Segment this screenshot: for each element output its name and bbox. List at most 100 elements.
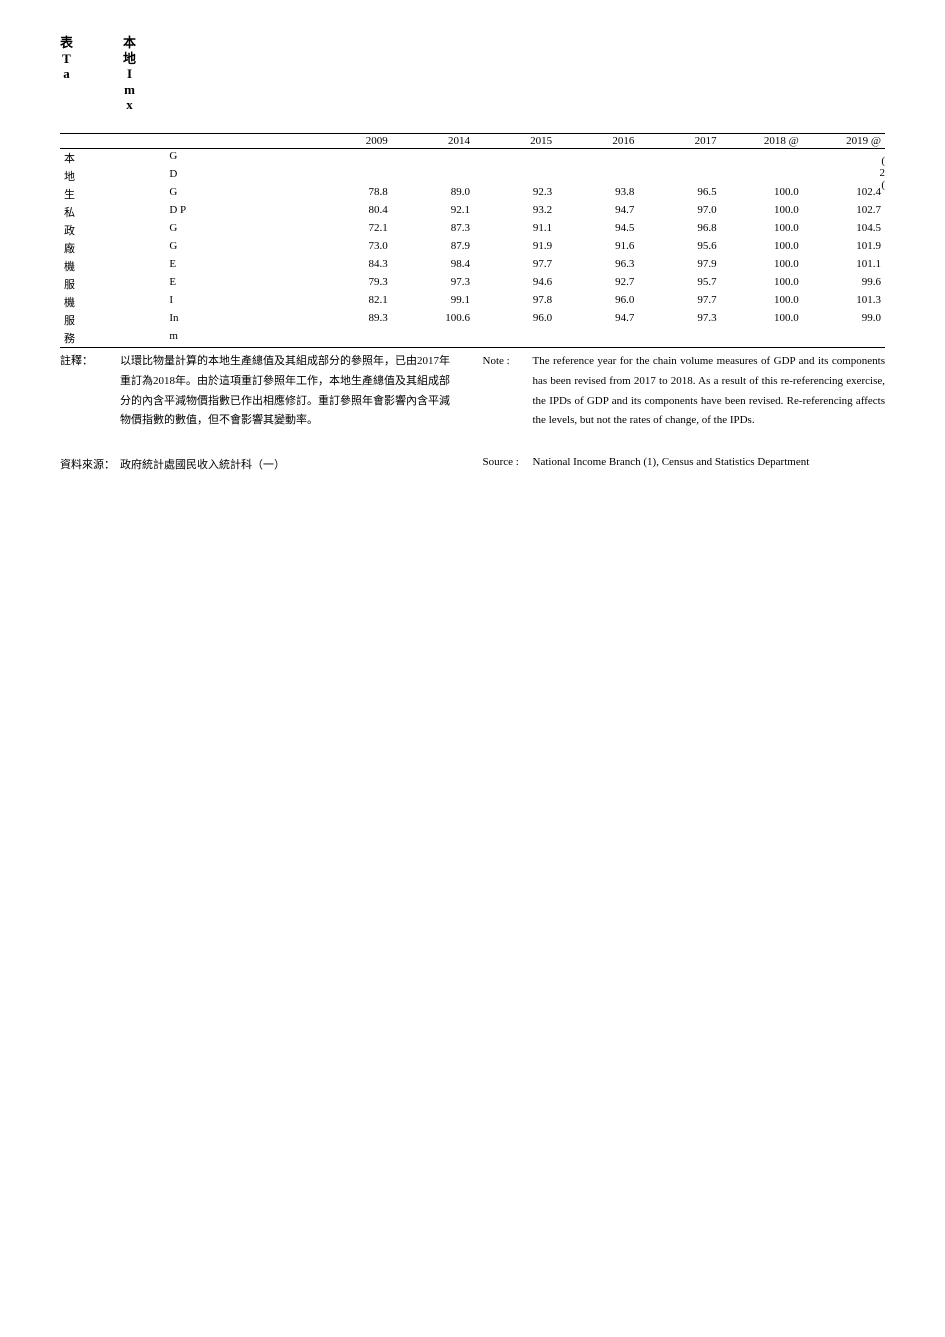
row-label-en: E <box>89 275 309 293</box>
table-header-row: 2009 2014 2015 2016 2017 2018 @ 2019 @ <box>60 133 885 148</box>
cell <box>803 329 885 348</box>
table-head: 2009 2014 2015 2016 2017 2018 @ 2019 @ <box>60 133 885 148</box>
notes-section: 註釋： 以環比物量計算的本地生產總值及其組成部分的參照年，已由2017年重訂為2… <box>60 352 885 431</box>
cell: 93.2 <box>474 203 556 221</box>
cell: 101.1 <box>803 257 885 275</box>
row-label-cn: 服 <box>60 275 89 293</box>
cell: 91.9 <box>474 239 556 257</box>
header-cn-blank <box>60 133 89 148</box>
table-row: 服In89.3100.696.094.797.3100.099.0 <box>60 311 885 329</box>
note-body-en: The reference year for the chain volume … <box>533 352 886 431</box>
row-label-en: I <box>89 293 309 311</box>
cell <box>803 167 885 185</box>
row-label-en: m <box>89 329 309 348</box>
cell: 100.0 <box>721 239 803 257</box>
table-row: 務m <box>60 329 885 348</box>
source-cn: 資料來源： 政府統計處國民收入統計科（一） <box>60 456 463 472</box>
row-label-cn: 務 <box>60 329 89 348</box>
cell <box>310 148 392 167</box>
cell: 100.0 <box>721 275 803 293</box>
cell <box>392 167 474 185</box>
cell: 87.3 <box>392 221 474 239</box>
cell: 97.3 <box>638 311 720 329</box>
cell <box>721 148 803 167</box>
right-index-1: 2 <box>880 167 886 179</box>
table-body: 本G地D生G78.889.092.393.896.5100.0102.4私D P… <box>60 148 885 347</box>
cell: 82.1 <box>310 293 392 311</box>
cell <box>638 167 720 185</box>
row-label-cn: 地 <box>60 167 89 185</box>
cell <box>474 167 556 185</box>
cell: 100.0 <box>721 293 803 311</box>
table-row: 服E79.397.394.692.795.7100.099.6 <box>60 275 885 293</box>
table-row: 廠G73.087.991.991.695.6100.0101.9 <box>60 239 885 257</box>
row-label-cn: 服 <box>60 311 89 329</box>
cell <box>392 148 474 167</box>
cell: 100.6 <box>392 311 474 329</box>
cell: 99.6 <box>803 275 885 293</box>
notes-en: Note : The reference year for the chain … <box>483 352 886 431</box>
row-label-cn: 機 <box>60 293 89 311</box>
cell: 95.7 <box>638 275 720 293</box>
cell: 92.3 <box>474 185 556 203</box>
year-col-6: 2019 @ <box>803 133 885 148</box>
source-body-en: National Income Branch (1), Census and S… <box>533 456 810 472</box>
source-en: Source : National Income Branch (1), Cen… <box>483 456 886 472</box>
row-label-en: D <box>89 167 309 185</box>
cell: 100.0 <box>721 221 803 239</box>
right-index: ( 2 ( <box>880 155 886 191</box>
cell: 97.3 <box>392 275 474 293</box>
cell: 96.3 <box>556 257 638 275</box>
cell: 96.0 <box>474 311 556 329</box>
table-row: 政G72.187.391.194.596.8100.0104.5 <box>60 221 885 239</box>
page-header: 表 T a 本 地 I m x <box>60 35 885 113</box>
header-right-3: m <box>124 82 135 98</box>
cell: 89.3 <box>310 311 392 329</box>
row-label-en: In <box>89 311 309 329</box>
source-label-en: Source : <box>483 456 533 472</box>
table-row: 本G <box>60 148 885 167</box>
header-left-1: T <box>62 51 71 67</box>
cell: 97.9 <box>638 257 720 275</box>
cell: 100.0 <box>721 185 803 203</box>
cell: 102.4 <box>803 185 885 203</box>
table-row: 地D <box>60 167 885 185</box>
row-label-en: G <box>89 239 309 257</box>
cell: 97.7 <box>474 257 556 275</box>
row-label-en: G <box>89 148 309 167</box>
cell: 73.0 <box>310 239 392 257</box>
table-row: 機I82.199.197.896.097.7100.0101.3 <box>60 293 885 311</box>
header-right-0: 本 <box>123 35 136 51</box>
cell: 93.8 <box>556 185 638 203</box>
row-label-cn: 廠 <box>60 239 89 257</box>
year-col-5: 2018 @ <box>721 133 803 148</box>
cell: 92.7 <box>556 275 638 293</box>
cell <box>556 148 638 167</box>
cell <box>310 167 392 185</box>
cell <box>310 329 392 348</box>
cell: 92.1 <box>392 203 474 221</box>
right-index-2: ( <box>880 179 886 191</box>
cell <box>638 148 720 167</box>
cell <box>474 329 556 348</box>
row-label-en: D P <box>89 203 309 221</box>
cell: 79.3 <box>310 275 392 293</box>
cell: 72.1 <box>310 221 392 239</box>
cell <box>474 148 556 167</box>
cell: 78.8 <box>310 185 392 203</box>
header-left-0: 表 <box>60 35 73 51</box>
header-right-1: 地 <box>123 51 136 67</box>
table-row: 機E84.398.497.796.397.9100.0101.1 <box>60 257 885 275</box>
cell: 104.5 <box>803 221 885 239</box>
cell: 98.4 <box>392 257 474 275</box>
cell: 97.0 <box>638 203 720 221</box>
row-label-cn: 生 <box>60 185 89 203</box>
cell <box>721 329 803 348</box>
source-section: 資料來源： 政府統計處國民收入統計科（一） Source : National … <box>60 456 885 472</box>
cell: 91.6 <box>556 239 638 257</box>
year-col-1: 2014 <box>392 133 474 148</box>
cell: 96.5 <box>638 185 720 203</box>
table-row: 生G78.889.092.393.896.5100.0102.4 <box>60 185 885 203</box>
cell: 101.3 <box>803 293 885 311</box>
note-label-en: Note : <box>483 352 533 431</box>
